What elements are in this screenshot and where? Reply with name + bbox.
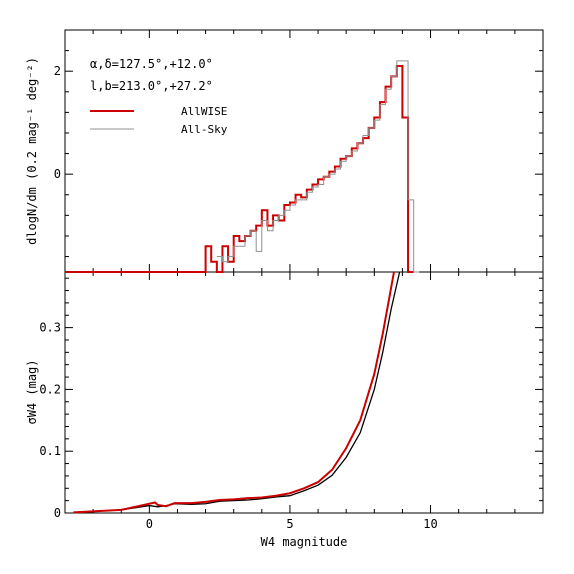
bottom-y-tick-label: 0.3 [39, 321, 61, 335]
top-panel-series [65, 60, 420, 273]
bottom-series-allwise [73, 271, 395, 514]
legend-label-allwise: AllWISE [181, 105, 227, 118]
legend-label-allsky: All-Sky [181, 123, 228, 136]
bottom-y-tick-label: 0.2 [39, 382, 61, 396]
bottom-panel-frame [64, 271, 544, 514]
top-y-axis-label: dlogN/dm (0.2 mag⁻¹ deg⁻²) [25, 57, 39, 245]
bottom-y-tick-label: 0 [54, 506, 61, 520]
top-y-tick-label: 2 [54, 64, 61, 78]
bottom-panel-ticks [64, 272, 544, 514]
bottom-y-axis-label: σW4 (mag) [25, 359, 39, 424]
coordinates-galactic: l,b=213.0°,+27.2° [90, 79, 213, 93]
legend: AllWISE All-Sky [90, 105, 228, 136]
bottom-series-all-sky [73, 271, 401, 514]
top-panel-ticks [64, 29, 544, 272]
bottom-panel-tick-labels: 0 5 10 0 0.1 0.2 0.3 [39, 321, 437, 531]
coordinates-radec: α,δ=127.5°,+12.0° [90, 57, 213, 71]
top-panel-tick-labels: 02 [54, 64, 61, 181]
bottom-y-tick-label: 0.1 [39, 444, 61, 458]
x-tick-label: 10 [423, 517, 437, 531]
top-y-tick-label: 0 [54, 167, 61, 181]
x-tick-label: 0 [146, 517, 153, 531]
x-tick-label: 5 [286, 517, 293, 531]
top-series-allwise [65, 65, 414, 273]
x-axis-label: W4 magnitude [261, 535, 348, 549]
bottom-panel-series [73, 271, 401, 514]
top-series-all-sky [216, 60, 420, 273]
